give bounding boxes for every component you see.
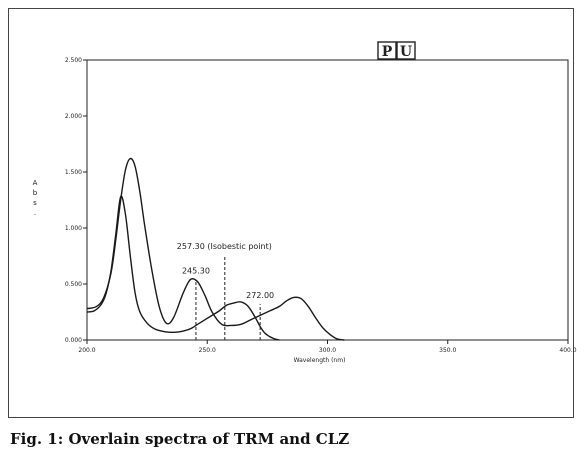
- legend-box: [396, 41, 416, 60]
- series-line-2: [86, 157, 345, 341]
- legend-box-letter: P: [382, 44, 393, 60]
- x-tick-label: 200.0: [78, 347, 95, 354]
- y-axis-label-char: b: [33, 189, 38, 197]
- y-tick-label: 0.500: [65, 281, 82, 288]
- x-axis-label: Wavelength (nm): [294, 357, 346, 364]
- annotation-label: 257.30 (Isobestic point): [177, 242, 272, 251]
- y-tick-label: 1.000: [65, 225, 82, 232]
- legend-box: [377, 41, 397, 60]
- y-tick-label: 2.500: [65, 57, 82, 64]
- figure-frame: [8, 8, 574, 418]
- plot-area-frame: [86, 59, 569, 341]
- x-tick-label: 250.0: [199, 347, 216, 354]
- annotation-label: 272.00: [246, 291, 274, 300]
- y-axis-label-char: A: [33, 179, 38, 187]
- figure-caption: Fig. 1: Overlain spectra of TRM and CLZ: [10, 430, 350, 448]
- y-tick-label: 2.000: [65, 113, 82, 120]
- y-axis-label-char: .: [34, 209, 36, 217]
- series-line-1: [86, 195, 280, 341]
- annotation-label: 245.30: [182, 267, 210, 276]
- y-tick-label: 1.500: [65, 169, 82, 176]
- x-tick-label: 400.0: [559, 347, 576, 354]
- x-tick-label: 300.0: [319, 347, 336, 354]
- y-axis-label-char: s: [33, 199, 37, 207]
- y-tick-label: 0.000: [65, 337, 82, 344]
- legend-box-letter: U: [400, 44, 412, 60]
- x-tick-label: 350.0: [439, 347, 456, 354]
